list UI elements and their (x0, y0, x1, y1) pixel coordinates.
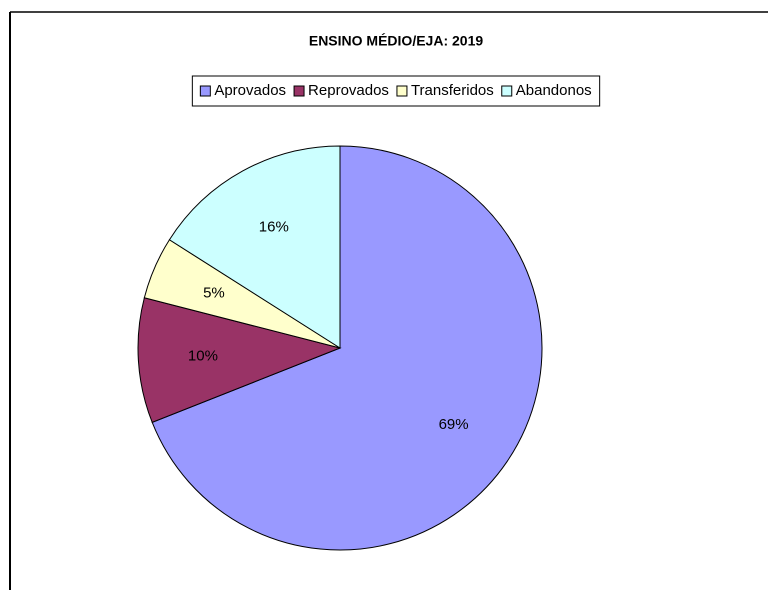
pie-slice (137, 297, 342, 424)
pie-slice (151, 145, 543, 551)
legend-swatch (293, 85, 305, 97)
data-label: 10% (188, 348, 218, 365)
legend-label: Abandonos (516, 82, 592, 99)
data-label: 5% (203, 284, 225, 301)
legend-label: Transferidos (411, 82, 494, 99)
legend: Aprovados Reprovados Transferidos Abandonos (191, 75, 601, 107)
legend-swatch (199, 85, 211, 97)
legend-label: Aprovados (214, 82, 286, 99)
legend-box (191, 75, 601, 107)
legend-swatch (396, 85, 408, 97)
legend-label: Reprovados (308, 82, 389, 99)
pie-slice (168, 145, 341, 349)
legend-swatch (501, 85, 513, 97)
data-label: 69% (439, 416, 469, 433)
data-label: 16% (259, 219, 289, 236)
chart-title: ENSINO MÉDIO/EJA: 2019 (309, 33, 483, 49)
